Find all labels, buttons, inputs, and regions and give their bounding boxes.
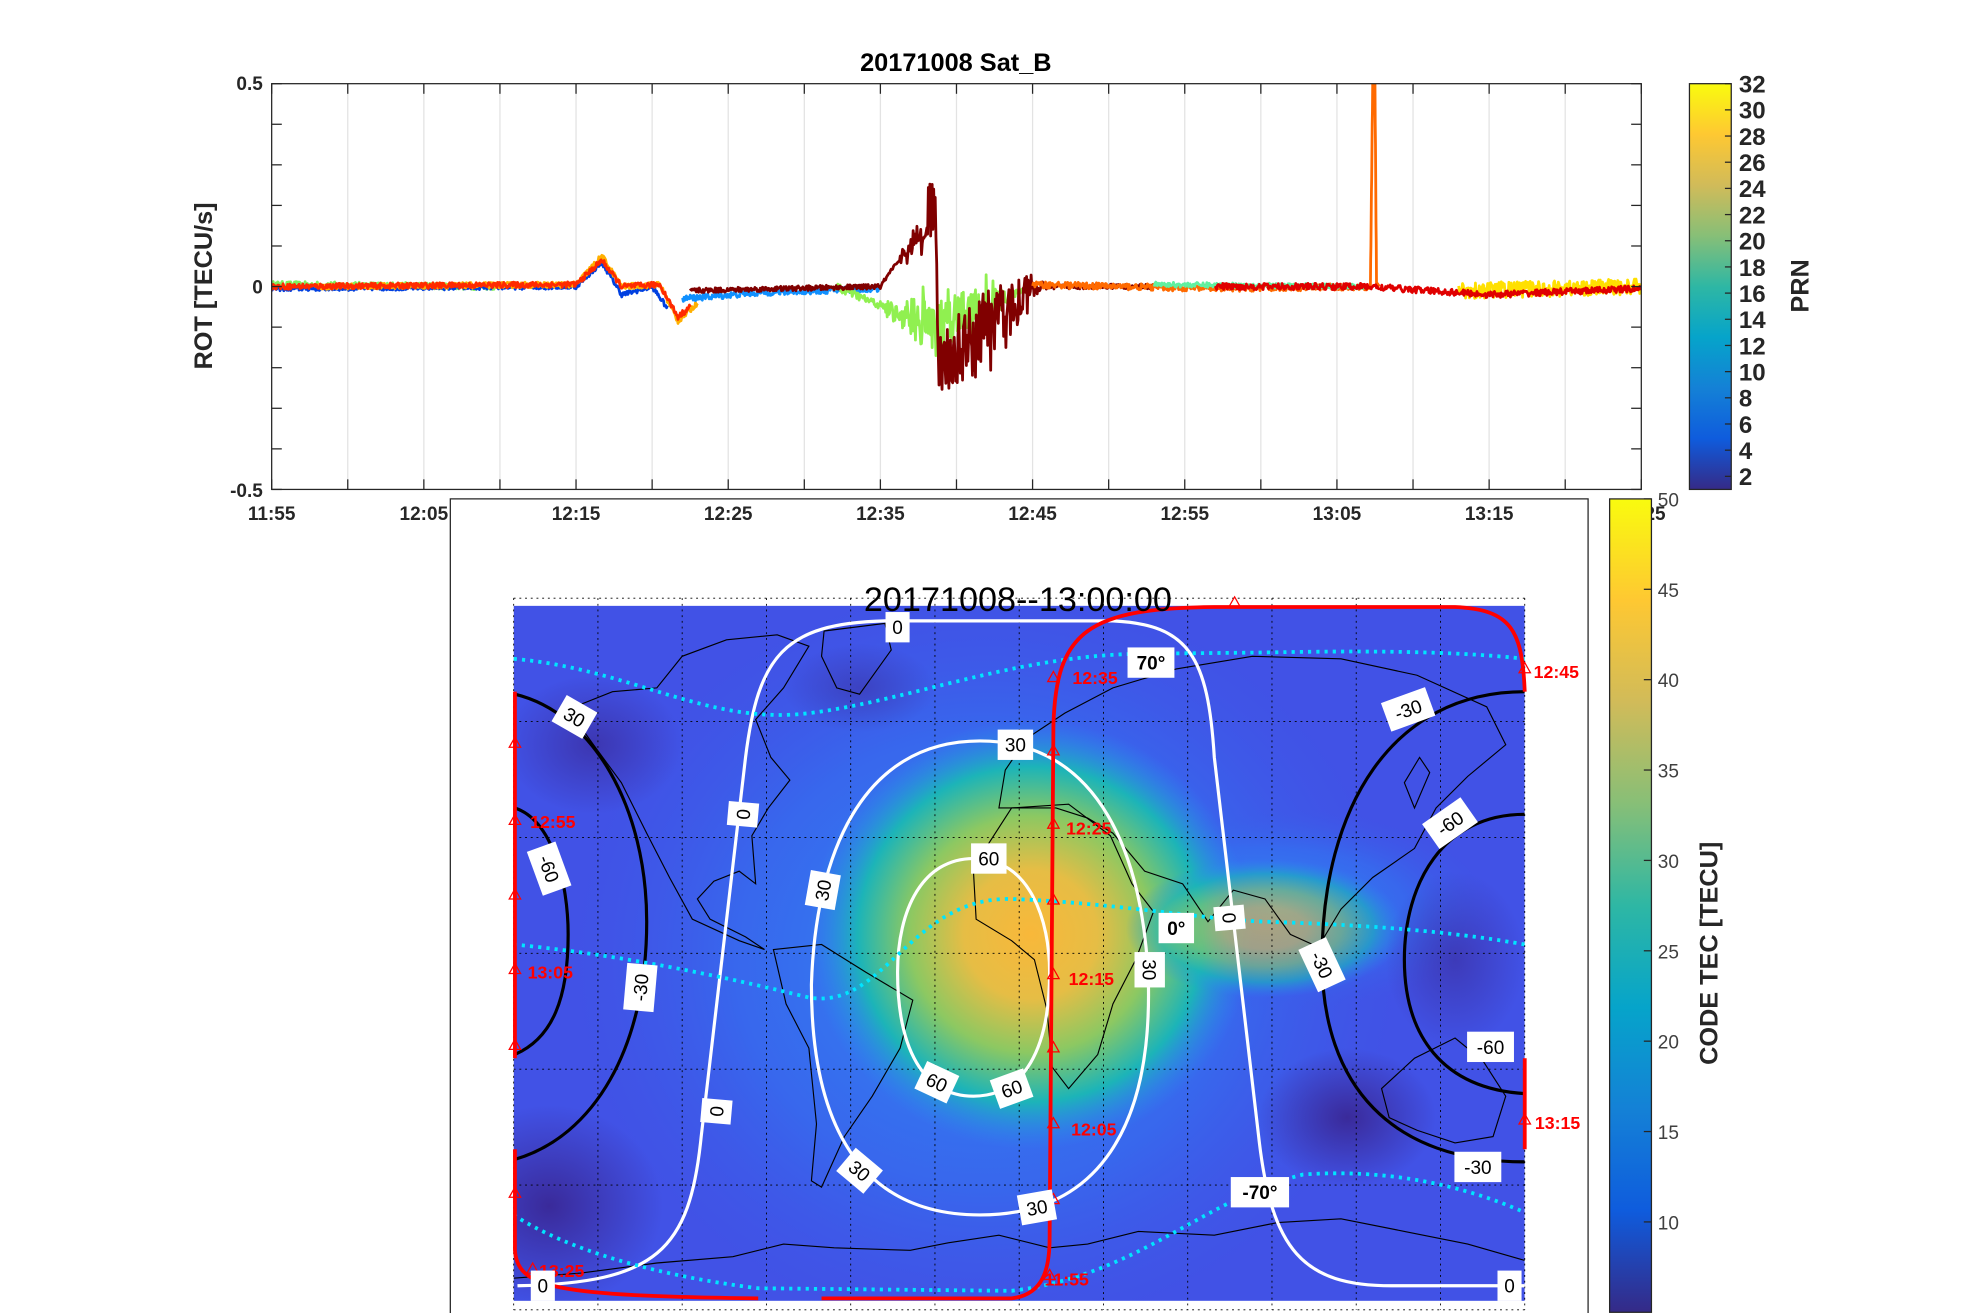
tec-tick-label: 45 xyxy=(1658,581,1679,602)
contour-label-text: 0 xyxy=(1217,912,1239,924)
rot-ytick-zero: 0 xyxy=(252,278,263,299)
contour-label: 0 xyxy=(1213,905,1245,932)
contour-label-text: 30 xyxy=(1005,736,1026,757)
contour-label-text: 0° xyxy=(1167,919,1185,940)
rot-title: 20171008 Sat_B xyxy=(860,49,1052,77)
track-time-label: 13:05 xyxy=(528,963,573,983)
contour-label: 0 xyxy=(1497,1271,1521,1301)
tec-tick-label: 10 xyxy=(1658,1214,1679,1235)
prn-tick-label: 30 xyxy=(1739,98,1766,125)
tec-tick-label: 20 xyxy=(1658,1033,1679,1054)
prn-colorbar-label: PRN xyxy=(1787,259,1815,312)
contour-label: 70° xyxy=(1128,647,1175,677)
prn-tick-label: 18 xyxy=(1739,255,1766,282)
rot-xtick-label: 12:55 xyxy=(1160,504,1209,525)
contour-label-text: -30 xyxy=(630,973,653,1002)
prn-tick-label: 8 xyxy=(1739,386,1752,413)
rot-xtick-label: 13:15 xyxy=(1465,504,1514,525)
contour-label: 30 xyxy=(805,870,841,910)
track-time-label: 12:35 xyxy=(1072,668,1117,688)
contour-label-text: 0 xyxy=(707,1105,729,1117)
contour-label: 0 xyxy=(531,1271,555,1301)
tec-heatmap xyxy=(435,580,1525,1313)
contour-label-text: 0 xyxy=(538,1277,549,1298)
contour-label: 30 xyxy=(1017,1189,1057,1225)
contour-label-text: 30 xyxy=(1025,1197,1049,1221)
contour-label: 0° xyxy=(1159,913,1194,943)
contour-label-text: 0 xyxy=(734,808,756,820)
prn-tick-label: 28 xyxy=(1739,124,1766,151)
prn-tick-label: 16 xyxy=(1739,281,1766,308)
contour-label-text: -70° xyxy=(1242,1183,1277,1204)
tec-tick-label: 40 xyxy=(1658,671,1679,692)
prn-tick-label: 24 xyxy=(1739,176,1766,203)
track-time-label: 12:25 xyxy=(1066,819,1111,839)
contour-label-text: 70° xyxy=(1137,654,1166,675)
track-time-label: 12:55 xyxy=(530,812,575,832)
track-time-label: 12:45 xyxy=(1534,662,1579,682)
tec-tick-label: 50 xyxy=(1658,491,1679,512)
contour-label-text: 30 xyxy=(1138,959,1159,980)
contour-label-text: 0 xyxy=(892,618,903,639)
contour-label: 30 xyxy=(1134,952,1164,987)
contour-label-text: 0 xyxy=(1504,1277,1515,1298)
track-time-label: 12:05 xyxy=(1071,1119,1116,1139)
prn-tick-label: 6 xyxy=(1739,412,1752,439)
prn-tick-label: 20 xyxy=(1739,229,1766,256)
rot-plot: 0.5 0 -0.5 20171008 Sat_B ROT [TECU/s] 2… xyxy=(190,49,1814,502)
rot-ytick-top: 0.5 xyxy=(236,74,263,95)
track-time-label: 12:15 xyxy=(1069,969,1114,989)
contour-label-text: -30 xyxy=(1464,1158,1491,1179)
rot-ylabel: ROT [TECU/s] xyxy=(190,202,218,369)
contour-label: -60 xyxy=(1467,1032,1514,1062)
tec-colorbar xyxy=(1610,499,1652,1312)
tec-tick-label: 30 xyxy=(1658,852,1679,873)
prn-tick-label: 12 xyxy=(1739,333,1766,360)
contour-label-text: 30 xyxy=(812,878,836,902)
rot-xtick-label: 11:55 xyxy=(248,504,296,525)
map-title: 20171008--13:00:00 xyxy=(864,581,1172,619)
rot-xtick-label: 12:45 xyxy=(1008,504,1057,525)
rot-xtick-label: 12:25 xyxy=(704,504,753,525)
tec-tick-label: 35 xyxy=(1658,762,1679,783)
rot-ytick-bottom: -0.5 xyxy=(230,481,263,502)
tec-map-panel: 11:55 12:05 12:15 12:25 12:35 12:45 12:55 13:05… xyxy=(248,491,1723,1313)
rot-xtick-label: 12:05 xyxy=(400,504,449,525)
contour-label: 30 xyxy=(998,730,1033,760)
contour-label: 0 xyxy=(700,1098,732,1125)
prn-tick-label: 22 xyxy=(1739,202,1766,229)
prn-tick-label: 4 xyxy=(1739,438,1753,465)
rot-xtick-label: 12:15 xyxy=(552,504,601,525)
figure: 0.5 0 -0.5 20171008 Sat_B ROT [TECU/s] 2… xyxy=(0,0,1983,1313)
rot-xtick-label: 13:05 xyxy=(1313,504,1362,525)
prn-tick-label: 32 xyxy=(1739,72,1766,99)
contour-label: -70° xyxy=(1231,1177,1289,1207)
tec-tick-label: 25 xyxy=(1658,942,1679,963)
tec-tick-label: 15 xyxy=(1658,1123,1679,1144)
contour-label-text: 60 xyxy=(978,849,999,870)
prn-tick-label: 14 xyxy=(1739,307,1766,334)
tec-colorbar-label: CODE TEC [TECU] xyxy=(1695,842,1723,1065)
prn-tick-label: 2 xyxy=(1739,464,1752,491)
contour-label: 0 xyxy=(727,801,759,828)
rot-xtick-label: 12:35 xyxy=(856,504,905,525)
prn-tick-label: 10 xyxy=(1739,360,1766,387)
contour-label-text: -60 xyxy=(1477,1038,1504,1059)
prn-colorbar xyxy=(1689,84,1731,490)
track-time-label: 13:15 xyxy=(1535,1113,1580,1133)
track-time-label: 11:55 xyxy=(1045,1270,1090,1290)
contour-label: -30 xyxy=(623,963,657,1012)
prn-tick-label: 26 xyxy=(1739,150,1766,177)
contour-label: 60 xyxy=(971,843,1006,873)
contour-label: -30 xyxy=(1454,1152,1501,1182)
